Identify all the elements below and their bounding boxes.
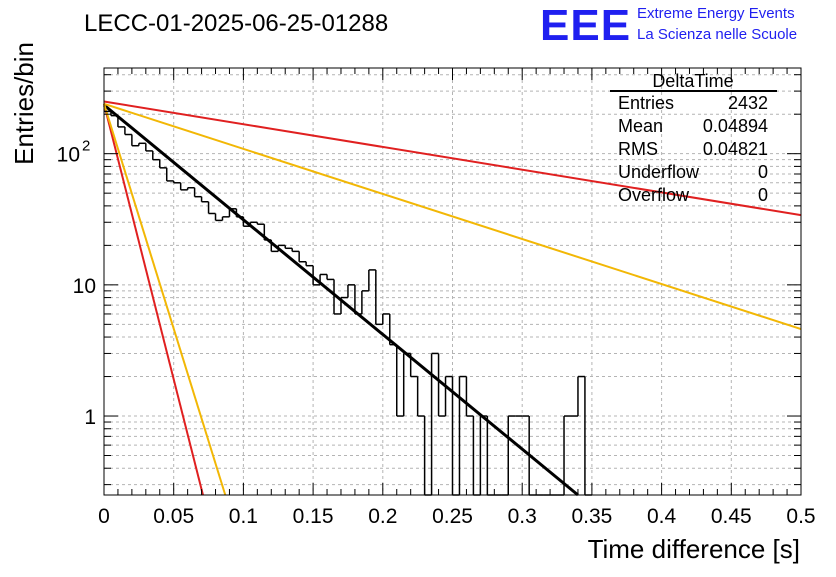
x-tick-label: 0.4 [647, 505, 677, 528]
x-tick-label: 0.3 [508, 505, 537, 528]
y-tick-exponent: 2 [82, 138, 90, 155]
run-title: LECC-01-2025-06-25-01288 [84, 10, 388, 37]
x-tick-label: 0.2 [368, 505, 397, 528]
stats-title: DeltaTime [652, 71, 733, 91]
x-axis-title: Time difference [s] [588, 534, 800, 564]
x-tick-label: 0.15 [293, 505, 334, 528]
brand-line-1: Extreme Energy Events [637, 5, 795, 22]
x-tick-label: 0 [98, 505, 110, 528]
stats-value-mean: 0.04894 [703, 116, 768, 136]
x-tick-label: 0.45 [711, 505, 752, 528]
x-tick-label: 0.5 [786, 505, 815, 528]
y-tick-label: 10 [57, 144, 80, 167]
stats-label-mean: Mean [618, 116, 663, 136]
stats-value-entries: 2432 [728, 93, 768, 113]
eee-logo: EEE [540, 1, 631, 50]
y-tick-label: 10 [73, 275, 96, 298]
brand-line-2: La Scienza nelle Scuole [637, 26, 797, 43]
x-tick-label: 0.35 [571, 505, 612, 528]
x-tick-label: 0.1 [229, 505, 258, 528]
frame-layer [103, 67, 802, 496]
fit-line [103, 103, 227, 496]
stats-label-underflow: Underflow [618, 162, 700, 182]
x-tick-label: 0.25 [432, 505, 473, 528]
stats-label-entries: Entries [618, 93, 674, 113]
stats-value-overflow: 0 [758, 185, 768, 205]
stats-label-overflow: Overflow [618, 185, 690, 205]
x-tick-label: 0.05 [153, 505, 194, 528]
fit-line [103, 103, 204, 496]
fit-line [103, 102, 802, 331]
stats-value-underflow: 0 [758, 162, 768, 182]
y-axis-title: Entries/bin [9, 42, 39, 165]
stats-label-rms: RMS [618, 139, 658, 159]
fit-line [103, 100, 802, 217]
stats-box: DeltaTime Entries 2432 Mean 0.04894 RMS … [610, 71, 777, 205]
y-tick-label: 1 [84, 406, 96, 429]
stats-value-rms: 0.04821 [703, 139, 768, 159]
